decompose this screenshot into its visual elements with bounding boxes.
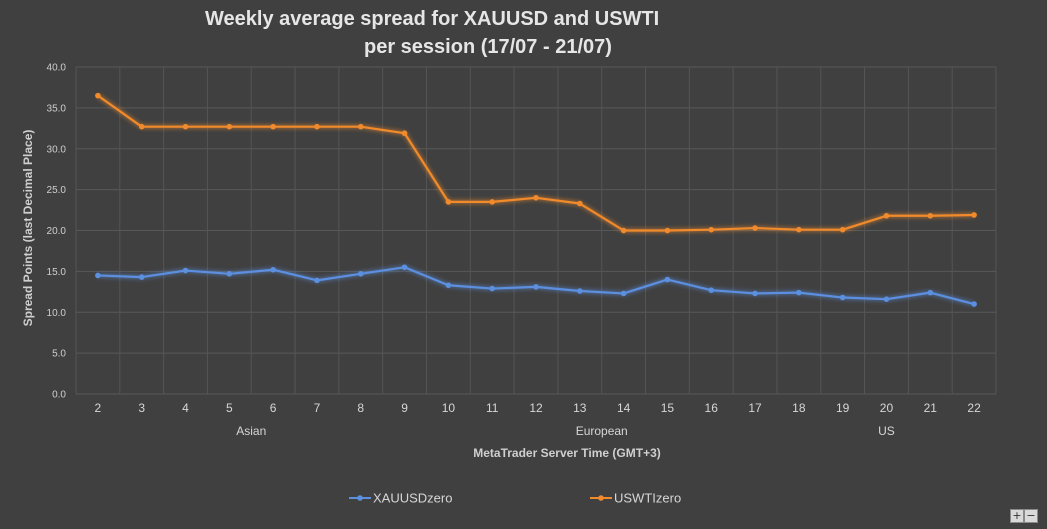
zoom-in-button[interactable]: + [1010, 509, 1024, 523]
y-tick-label: 25.0 [47, 185, 67, 196]
data-point [489, 199, 495, 205]
y-tick-label: 35.0 [47, 103, 67, 114]
legend-marker [357, 495, 363, 501]
series-group [95, 92, 977, 307]
data-point [752, 290, 758, 297]
data-point [708, 287, 715, 293]
session-label: European [576, 424, 628, 438]
data-point [883, 296, 890, 302]
data-point [357, 271, 364, 277]
x-tick-label: 21 [924, 401, 938, 415]
data-point [796, 289, 802, 296]
data-point [971, 212, 977, 218]
x-tick-label: 6 [270, 401, 277, 415]
data-point [357, 123, 364, 130]
data-point [620, 227, 627, 234]
x-tick-label: 8 [357, 401, 364, 415]
x-tick-label: 19 [836, 401, 850, 415]
zoom-out-button[interactable]: − [1024, 509, 1038, 523]
x-tick-label: 5 [226, 401, 233, 415]
data-point [927, 212, 934, 219]
data-point [533, 284, 539, 290]
y-axis-ticks: 0.0 5.0 10.0 15.0 20.0 25.0 30.0 35.0 40.0 [47, 63, 67, 401]
data-point [664, 276, 671, 283]
x-tick-label: 4 [182, 401, 189, 415]
x-axis-ticks: 2 3 4 5 6 7 8 9 10 11 12 13 14 15 16 17 18 19 20 21 22 [95, 401, 982, 415]
x-tick-label: 9 [401, 401, 408, 415]
data-point [971, 301, 977, 307]
data-point [620, 290, 627, 297]
data-point [138, 274, 145, 280]
data-point [270, 123, 276, 130]
legend-label: XAUUSDzero [373, 491, 452, 506]
data-point [708, 226, 715, 233]
session-label: US [878, 424, 895, 438]
y-tick-label: 0.0 [52, 390, 66, 401]
data-point [138, 123, 145, 130]
data-point [314, 277, 320, 284]
data-point [314, 123, 320, 130]
gridlines [75, 66, 997, 395]
data-point [883, 212, 890, 219]
data-point [445, 282, 452, 289]
series-line [97, 94, 975, 232]
x-tick-label: 18 [792, 401, 806, 415]
x-tick-label: 2 [95, 401, 102, 415]
x-tick-label: 16 [705, 401, 719, 415]
data-point [839, 226, 846, 233]
x-tick-label: 13 [573, 401, 587, 415]
data-point [927, 289, 934, 296]
y-axis-title: Spread Points (last Decimal Place) [21, 130, 35, 327]
data-point [401, 264, 408, 271]
x-tick-label: 20 [880, 401, 894, 415]
data-point [401, 130, 408, 137]
data-point [796, 226, 802, 233]
data-point [95, 92, 101, 99]
data-point [577, 288, 583, 294]
y-tick-label: 30.0 [47, 144, 67, 155]
legend-marker [598, 495, 604, 501]
legend: XAUUSDzero USWTIzero [349, 491, 681, 506]
data-point [752, 225, 758, 231]
x-axis-title: MetaTrader Server Time (GMT+3) [473, 446, 661, 460]
x-tick-label: 14 [617, 401, 631, 415]
y-tick-label: 15.0 [47, 267, 67, 278]
x-tick-label: 12 [529, 401, 543, 415]
session-label: Asian [236, 424, 266, 438]
session-labels: Asian European US [236, 424, 895, 438]
data-point [182, 123, 189, 130]
data-point [664, 227, 671, 234]
data-point [533, 195, 539, 201]
data-point [182, 267, 189, 274]
y-tick-label: 40.0 [47, 63, 67, 74]
data-point [577, 200, 583, 207]
data-point [270, 266, 276, 273]
data-point [839, 294, 846, 301]
y-tick-label: 20.0 [47, 226, 67, 237]
x-tick-label: 17 [748, 401, 762, 415]
chart-title-line-2: per session (17/07 - 21/07) [364, 36, 612, 58]
data-point [445, 199, 452, 205]
x-tick-label: 7 [314, 401, 321, 415]
chart-title-line-1: Weekly average spread for XAUUSD and USW… [205, 8, 660, 30]
data-point [489, 285, 495, 292]
x-tick-label: 11 [486, 401, 499, 415]
x-tick-label: 3 [138, 401, 145, 415]
x-tick-label: 22 [967, 401, 981, 415]
legend-label: USWTIzero [614, 491, 681, 506]
x-tick-label: 15 [661, 401, 675, 415]
y-tick-label: 5.0 [52, 349, 66, 360]
x-tick-label: 10 [442, 401, 456, 415]
data-point [226, 271, 233, 277]
y-tick-label: 10.0 [47, 308, 67, 319]
data-point [95, 272, 101, 279]
data-point [226, 123, 233, 130]
